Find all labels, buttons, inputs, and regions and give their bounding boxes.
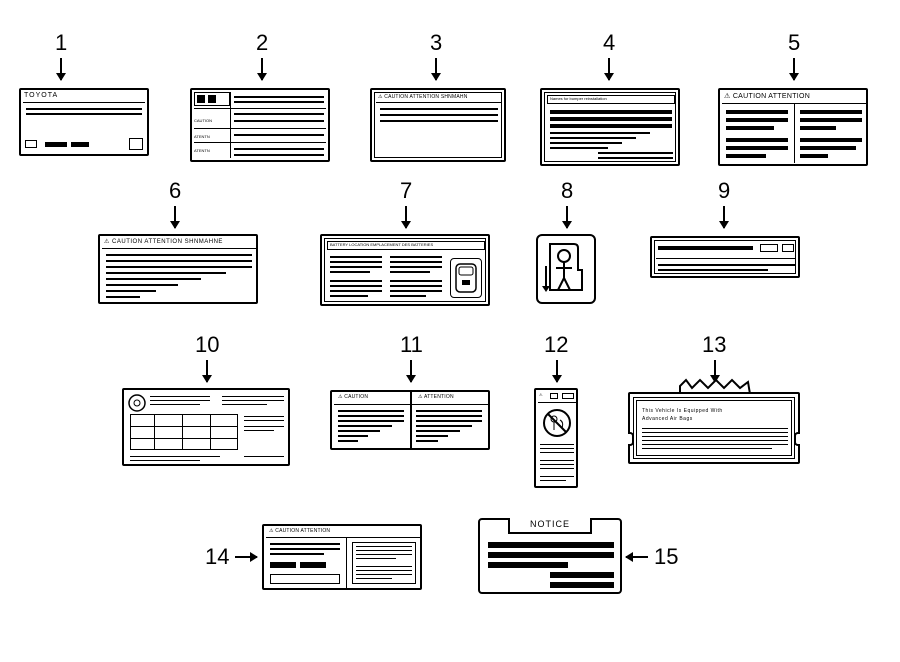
- item-number: 10: [195, 332, 219, 358]
- arrow-down-icon: [410, 360, 412, 382]
- arrow-down-icon: [566, 206, 568, 228]
- diagram-item-15: 15 NOTICE: [0, 0, 144, 76]
- label-notice: NOTICE: [478, 518, 622, 594]
- parts-diagram: { "items": { "1": { "num": "1", "header"…: [0, 0, 900, 662]
- item-number: 13: [702, 332, 726, 358]
- item-number: 2: [256, 30, 268, 56]
- label-caution-mixed: ⚠ CAUTION ATTENTION: [262, 524, 422, 590]
- item-number: 12: [544, 332, 568, 358]
- child-seat-icon: [542, 240, 590, 298]
- arrow-down-icon: [723, 206, 725, 228]
- label-header: ⚠ CAUTION ATTENTION: [724, 92, 810, 100]
- arrow-down-icon: [435, 58, 437, 80]
- arrow-down-icon: [608, 58, 610, 80]
- label-child-seat: [536, 234, 596, 304]
- label-header: BATTERY LOCATION EMPLACEMENT DES BATTERI…: [330, 242, 433, 247]
- item-number: 11: [400, 332, 423, 358]
- arrow-down-icon: [556, 360, 558, 382]
- label-caution-split: ⚠ CAUTION ⚠ ATTENTION: [330, 390, 490, 450]
- label-header: ⚠ CAUTION ATTENTION SHNMAHN: [378, 94, 468, 100]
- arrow-down-icon: [261, 58, 263, 80]
- tire-icon: [128, 394, 146, 412]
- label-narrow: [650, 236, 800, 278]
- car-icon: [452, 262, 480, 294]
- label-header: ⚠ CAUTION ATTENTION: [269, 528, 330, 534]
- arrow-down-icon: [206, 360, 208, 382]
- label-bumper: Names for bumper reinstallation: [540, 88, 680, 166]
- arrow-down-icon: [405, 206, 407, 228]
- item-number: 15: [654, 544, 678, 570]
- label-caution-table: CAUTION ATENTN ATENTN: [190, 88, 330, 162]
- item-number: 7: [400, 178, 412, 204]
- item-number: 14: [205, 544, 229, 570]
- arrow-right-icon: [235, 556, 257, 558]
- arrow-left-icon: [626, 556, 648, 558]
- item-number: 3: [430, 30, 442, 56]
- arrow-down-icon: [174, 206, 176, 228]
- label-tire-table: [122, 388, 290, 466]
- label-airbag-equipped: This Vehicle Is Equipped With Advanced A…: [628, 392, 800, 464]
- item-number: 4: [603, 30, 615, 56]
- prohibition-icon: [542, 408, 572, 438]
- item-number: 6: [169, 178, 181, 204]
- label-caution-attention-2col: ⚠ CAUTION ATTENTION: [718, 88, 868, 166]
- label-header: NOTICE: [508, 518, 592, 534]
- item-number: 9: [718, 178, 730, 204]
- label-caution-wide: ⚠ CAUTION ATTENTION SHNMAHNE: [98, 234, 258, 304]
- label-header: Names for bumper reinstallation: [550, 96, 607, 101]
- arrow-down-icon: [793, 58, 795, 80]
- label-header: ⚠ CAUTION ATTENTION SHNMAHNE: [104, 238, 223, 245]
- item-number: 5: [788, 30, 800, 56]
- item-number: 8: [561, 178, 573, 204]
- label-battery: BATTERY LOCATION EMPLACEMENT DES BATTERI…: [320, 234, 490, 306]
- label-caution-attention: ⚠ CAUTION ATTENTION SHNMAHN: [370, 88, 506, 162]
- label-airbag-warning: ⚠: [534, 388, 578, 488]
